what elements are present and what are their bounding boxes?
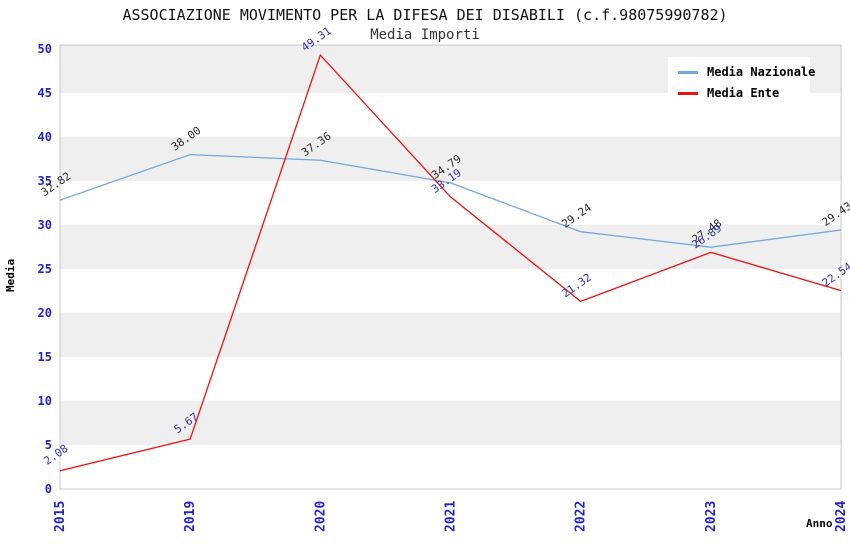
- y-tick-label: 40: [38, 130, 52, 144]
- y-tick-label: 50: [38, 42, 52, 56]
- legend-item-media-nazionale: Media Nazionale: [678, 65, 815, 79]
- x-tick-label: 2024: [834, 501, 849, 532]
- y-tick-label: 15: [38, 350, 52, 364]
- grid-band: [60, 445, 841, 489]
- legend-label: Media Ente: [707, 86, 780, 100]
- y-axis-title: Media: [4, 258, 17, 292]
- grid-band: [60, 225, 841, 269]
- grid-band: [60, 313, 841, 357]
- grid-band: [60, 137, 841, 181]
- legend-swatch-icon: [678, 70, 698, 74]
- x-tick-label: 2020: [313, 501, 328, 532]
- x-tick-label: 2023: [704, 501, 719, 532]
- x-tick-label: 2015: [53, 501, 68, 532]
- legend-swatch-icon: [678, 91, 698, 95]
- y-tick-label: 45: [38, 86, 52, 100]
- series-line-media-nazionale: [59, 153, 842, 248]
- x-tick-label: 2022: [574, 501, 589, 532]
- chart-title: ASSOCIAZIONE MOVIMENTO PER LA DIFESA DEI…: [122, 6, 728, 24]
- grid-band: [60, 357, 841, 401]
- y-tick-label: 10: [38, 394, 52, 408]
- y-tick-label: 20: [38, 306, 52, 320]
- legend: Media Nazionale Media Ente: [668, 57, 815, 108]
- grid-band: [60, 181, 841, 225]
- legend-label: Media Nazionale: [707, 65, 816, 79]
- series-line-media-ente: [59, 53, 842, 472]
- grid-band: [60, 269, 841, 313]
- y-tick-label: 5: [45, 438, 52, 452]
- y-tick-label: 30: [38, 218, 52, 232]
- y-tick-label: 0: [45, 482, 52, 496]
- legend-item-media-ente: Media Ente: [678, 86, 800, 100]
- y-tick-label: 35: [38, 174, 52, 188]
- x-axis-title: Anno: [806, 517, 833, 530]
- plot-border: [59, 44, 842, 490]
- x-tick-label: 2019: [183, 501, 198, 532]
- chart-subtitle: Media Importi: [370, 27, 480, 43]
- x-tick-label: 2021: [444, 501, 459, 532]
- y-tick-label: 25: [38, 262, 52, 276]
